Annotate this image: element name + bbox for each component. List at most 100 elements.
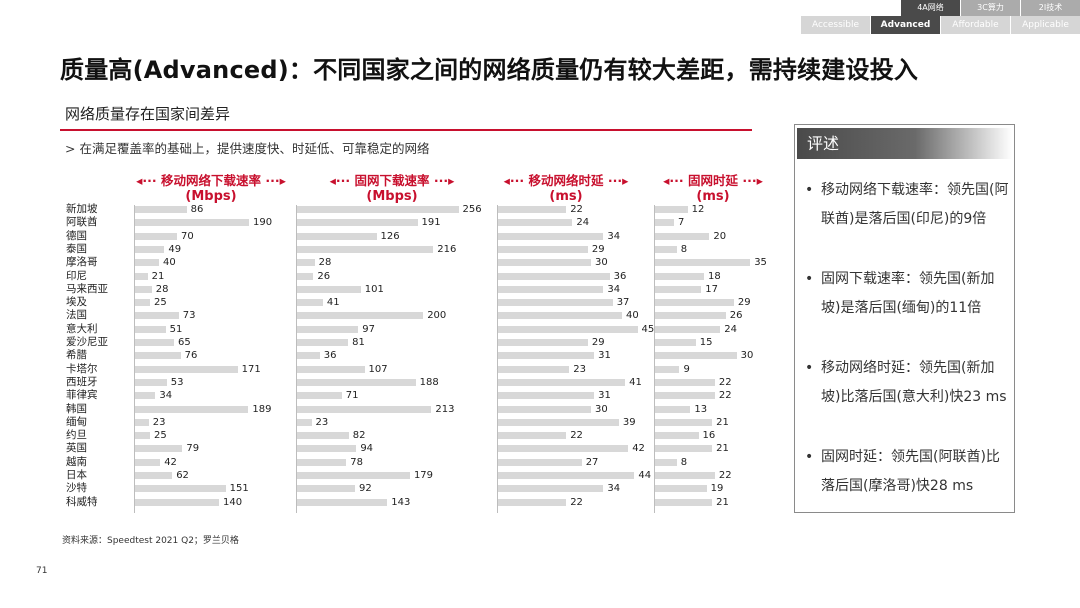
series-name: ◂··· 移动网络时延 ···▸ bbox=[503, 173, 629, 188]
data-label: 20 bbox=[713, 230, 727, 242]
data-label: 53 bbox=[170, 376, 184, 388]
bar bbox=[297, 498, 388, 506]
bar bbox=[297, 378, 416, 386]
category-label: 泰国 bbox=[66, 242, 87, 255]
bar bbox=[498, 325, 638, 333]
bar bbox=[297, 259, 315, 267]
nav-tab-advanced[interactable]: Advanced bbox=[870, 16, 940, 34]
nav-tab-affordable[interactable]: Affordable bbox=[940, 16, 1010, 34]
data-label: 190 bbox=[253, 217, 273, 229]
bar bbox=[498, 458, 582, 466]
data-label: 29 bbox=[737, 297, 751, 309]
data-label: 21 bbox=[716, 416, 729, 428]
bar bbox=[297, 365, 365, 373]
data-label: 19 bbox=[710, 483, 724, 495]
bar bbox=[498, 392, 595, 400]
bar bbox=[135, 339, 174, 346]
data-label: 188 bbox=[419, 376, 439, 388]
data-label: 40 bbox=[626, 310, 639, 322]
nav-tab-accessible[interactable]: Accessible bbox=[800, 16, 870, 34]
data-label: 79 bbox=[186, 443, 200, 455]
bar bbox=[135, 405, 249, 413]
bar bbox=[297, 219, 418, 227]
bar bbox=[498, 352, 595, 360]
data-label: 29 bbox=[591, 337, 605, 348]
data-label: 140 bbox=[223, 496, 243, 508]
nav-tab-3c[interactable]: 3C算力 bbox=[960, 0, 1020, 16]
bar bbox=[297, 325, 359, 333]
summary-item: • 移动网络时延：领先国(新加坡)比落后国(意大利)快23 ms bbox=[805, 354, 1013, 411]
category-label: 科威特 bbox=[66, 495, 98, 508]
category-label: 意大利 bbox=[66, 322, 98, 335]
section-divider bbox=[60, 129, 752, 131]
bar bbox=[655, 405, 691, 413]
nav-tab-applicable[interactable]: Applicable bbox=[1010, 16, 1080, 34]
data-label: 28 bbox=[155, 283, 169, 295]
data-label: 40 bbox=[163, 257, 176, 269]
data-label: 86 bbox=[190, 204, 204, 215]
summary-bullet: • bbox=[805, 271, 814, 287]
bar bbox=[297, 432, 349, 440]
summary-item: • 固网时延：领先国(阿联酋)比落后国(摩洛哥)快28 ms bbox=[805, 443, 1013, 500]
category-label: 埃及 bbox=[66, 296, 87, 309]
bar bbox=[498, 485, 604, 493]
data-label: 71 bbox=[345, 390, 359, 402]
data-label: 42 bbox=[164, 456, 177, 468]
bar bbox=[135, 378, 167, 386]
data-label: 26 bbox=[317, 270, 331, 282]
bar bbox=[498, 285, 604, 293]
bar bbox=[655, 352, 737, 360]
category-label: 新加坡 bbox=[66, 203, 98, 215]
category-label: 沙特 bbox=[66, 482, 87, 495]
data-label: 12 bbox=[691, 204, 705, 215]
category-label: 马来西亚 bbox=[66, 282, 108, 295]
summary-text: 固网下载速率：领先国(新加坡)是落后国(缅甸)的11倍 bbox=[821, 271, 995, 316]
summary-bullet: • bbox=[805, 449, 814, 465]
category-label: 爱沙尼亚 bbox=[66, 336, 108, 348]
data-label: 8 bbox=[680, 243, 688, 255]
series-unit: (ms) bbox=[549, 189, 583, 204]
bar bbox=[655, 219, 675, 227]
summary-bullet: • bbox=[805, 182, 814, 198]
data-label: 21 bbox=[151, 270, 165, 282]
series-name: ◂··· 固网时延 ···▸ bbox=[663, 173, 763, 188]
category-label: 印尼 bbox=[66, 269, 87, 282]
bar bbox=[655, 245, 677, 253]
summary-item: • 固网下载速率：领先国(新加坡)是落后国(缅甸)的11倍 bbox=[805, 265, 1013, 322]
data-label: 17 bbox=[705, 283, 718, 295]
data-label: 30 bbox=[595, 403, 608, 415]
data-label: 7 bbox=[678, 217, 685, 229]
data-label: 200 bbox=[427, 310, 447, 322]
bar bbox=[297, 312, 424, 320]
data-label: 97 bbox=[362, 323, 375, 335]
data-label: 62 bbox=[176, 470, 189, 481]
data-label: 73 bbox=[182, 310, 196, 322]
data-label: 51 bbox=[169, 323, 183, 335]
data-label: 49 bbox=[168, 243, 182, 255]
data-label: 24 bbox=[724, 323, 737, 335]
summary-text: 固网时延：领先国(阿联酋)比落后国(摩洛哥)快28 ms bbox=[821, 449, 1000, 494]
series-unit: (Mbps) bbox=[185, 189, 237, 204]
nav-tab-4a[interactable]: 4A网络 bbox=[900, 0, 960, 16]
data-label: 171 bbox=[241, 363, 261, 375]
category-label: 缅甸 bbox=[66, 415, 87, 428]
section-subtitle: > 在满足覆盖率的基础上，提供速度快、时延低、可靠稳定的网络 bbox=[65, 141, 430, 156]
bar bbox=[655, 285, 702, 293]
bar bbox=[498, 418, 619, 426]
data-label: 30 bbox=[740, 350, 754, 362]
category-label: 西班牙 bbox=[66, 375, 98, 388]
data-label: 13 bbox=[694, 403, 708, 415]
category-label: 卡塔尔 bbox=[66, 362, 98, 375]
bar bbox=[135, 325, 166, 333]
data-label: 36 bbox=[613, 270, 627, 282]
bar bbox=[655, 312, 726, 320]
data-label: 23 bbox=[152, 416, 166, 428]
nav-tab-2i[interactable]: 2I技术 bbox=[1020, 0, 1080, 16]
data-label: 81 bbox=[352, 337, 365, 348]
bar bbox=[135, 312, 179, 320]
bar bbox=[297, 485, 356, 493]
data-label: 23 bbox=[315, 416, 329, 428]
bar bbox=[498, 339, 588, 346]
category-label: 摩洛哥 bbox=[66, 256, 98, 269]
data-label: 34 bbox=[607, 283, 621, 295]
